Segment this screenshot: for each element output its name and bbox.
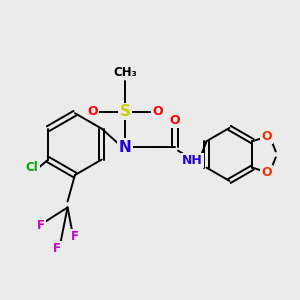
Text: F: F: [53, 242, 61, 255]
Text: O: O: [87, 105, 98, 118]
Text: F: F: [71, 230, 79, 243]
Text: S: S: [119, 104, 130, 119]
Text: CH₃: CH₃: [113, 66, 137, 79]
Text: NH: NH: [182, 154, 203, 167]
Text: O: O: [261, 130, 272, 143]
Text: F: F: [37, 219, 45, 232]
Text: N: N: [118, 140, 131, 154]
Text: O: O: [261, 166, 272, 178]
Text: O: O: [170, 114, 180, 127]
Text: Cl: Cl: [26, 161, 39, 174]
Text: O: O: [152, 105, 163, 118]
